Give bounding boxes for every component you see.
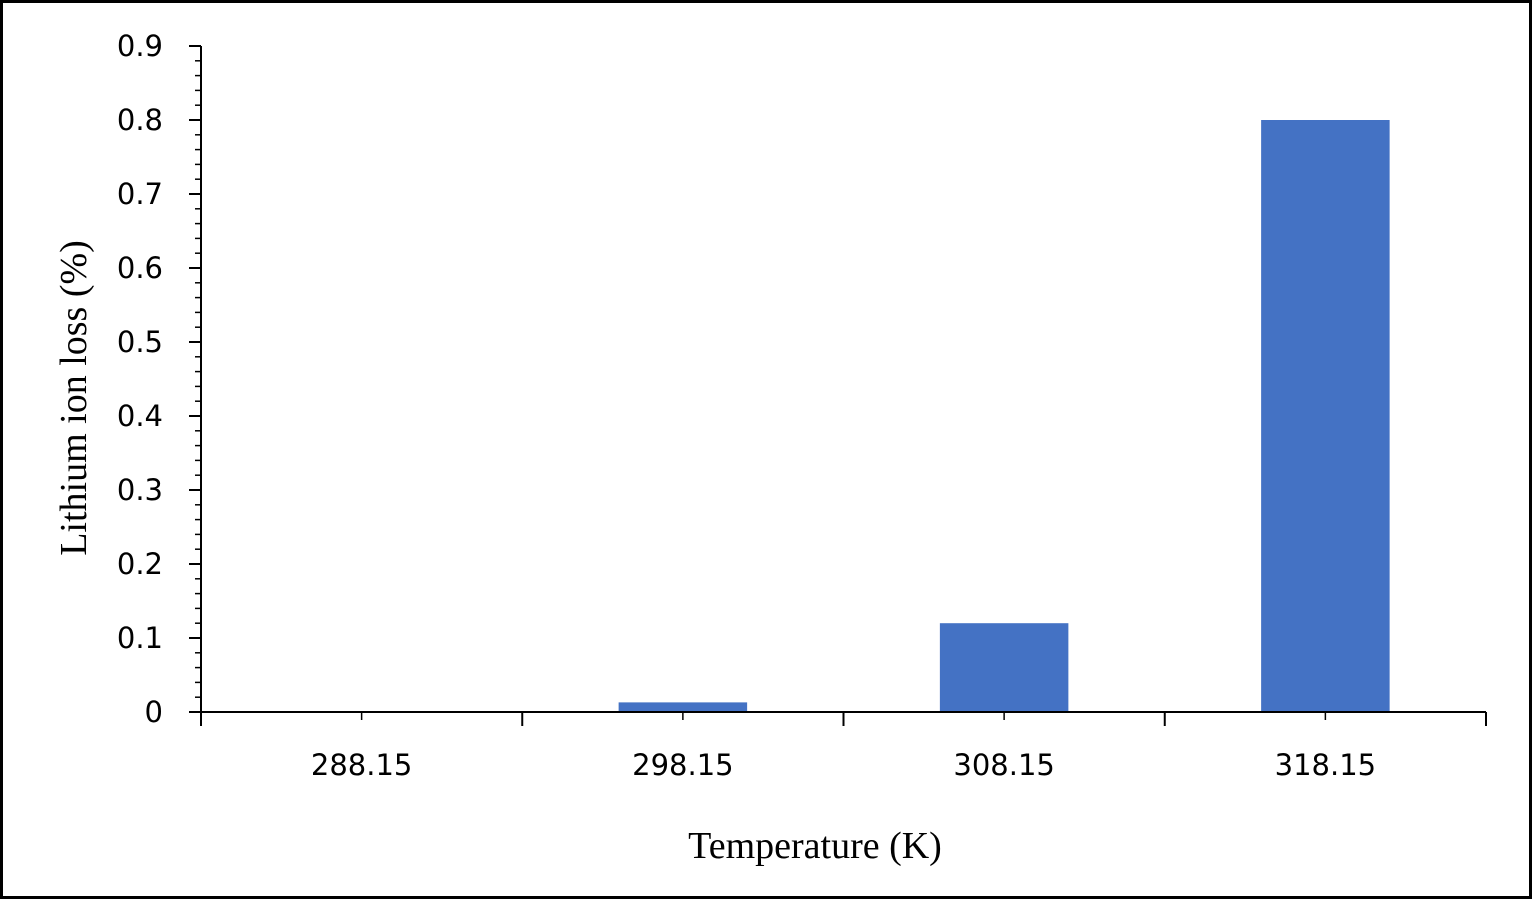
bar-318.15 <box>1261 120 1390 712</box>
y-axis: 0 0.1 0.2 0.3 0.4 0.5 0.6 0.7 0.8 0.9 <box>117 29 202 729</box>
y-tick-label: 0.3 <box>117 473 163 507</box>
y-tick-label: 0.6 <box>117 251 163 285</box>
y-tick-label: 0.2 <box>117 547 163 581</box>
x-axis: 288.15 298.15 308.15 318.15 <box>200 711 1487 782</box>
x-tick-label: 318.15 <box>1275 748 1376 782</box>
y-tick-label: 0.8 <box>117 103 163 137</box>
y-tick-label: 0.4 <box>117 399 163 433</box>
bar-298.15 <box>618 702 748 712</box>
x-tick-label: 288.15 <box>311 748 412 782</box>
y-tick-label: 0.9 <box>117 29 163 63</box>
bars <box>618 120 1390 712</box>
bar-308.15 <box>939 623 1069 712</box>
y-tick-label: 0 <box>145 695 163 729</box>
y-axis-title: Lithium ion loss (%) <box>53 240 95 556</box>
x-tick-label: 298.15 <box>632 748 733 782</box>
x-tick-label: 308.15 <box>953 748 1054 782</box>
y-tick-label: 0.7 <box>117 177 163 211</box>
y-tick-label: 0.1 <box>117 621 163 655</box>
x-axis-title: Temperature (K) <box>688 825 942 867</box>
y-tick-label: 0.5 <box>117 325 163 359</box>
